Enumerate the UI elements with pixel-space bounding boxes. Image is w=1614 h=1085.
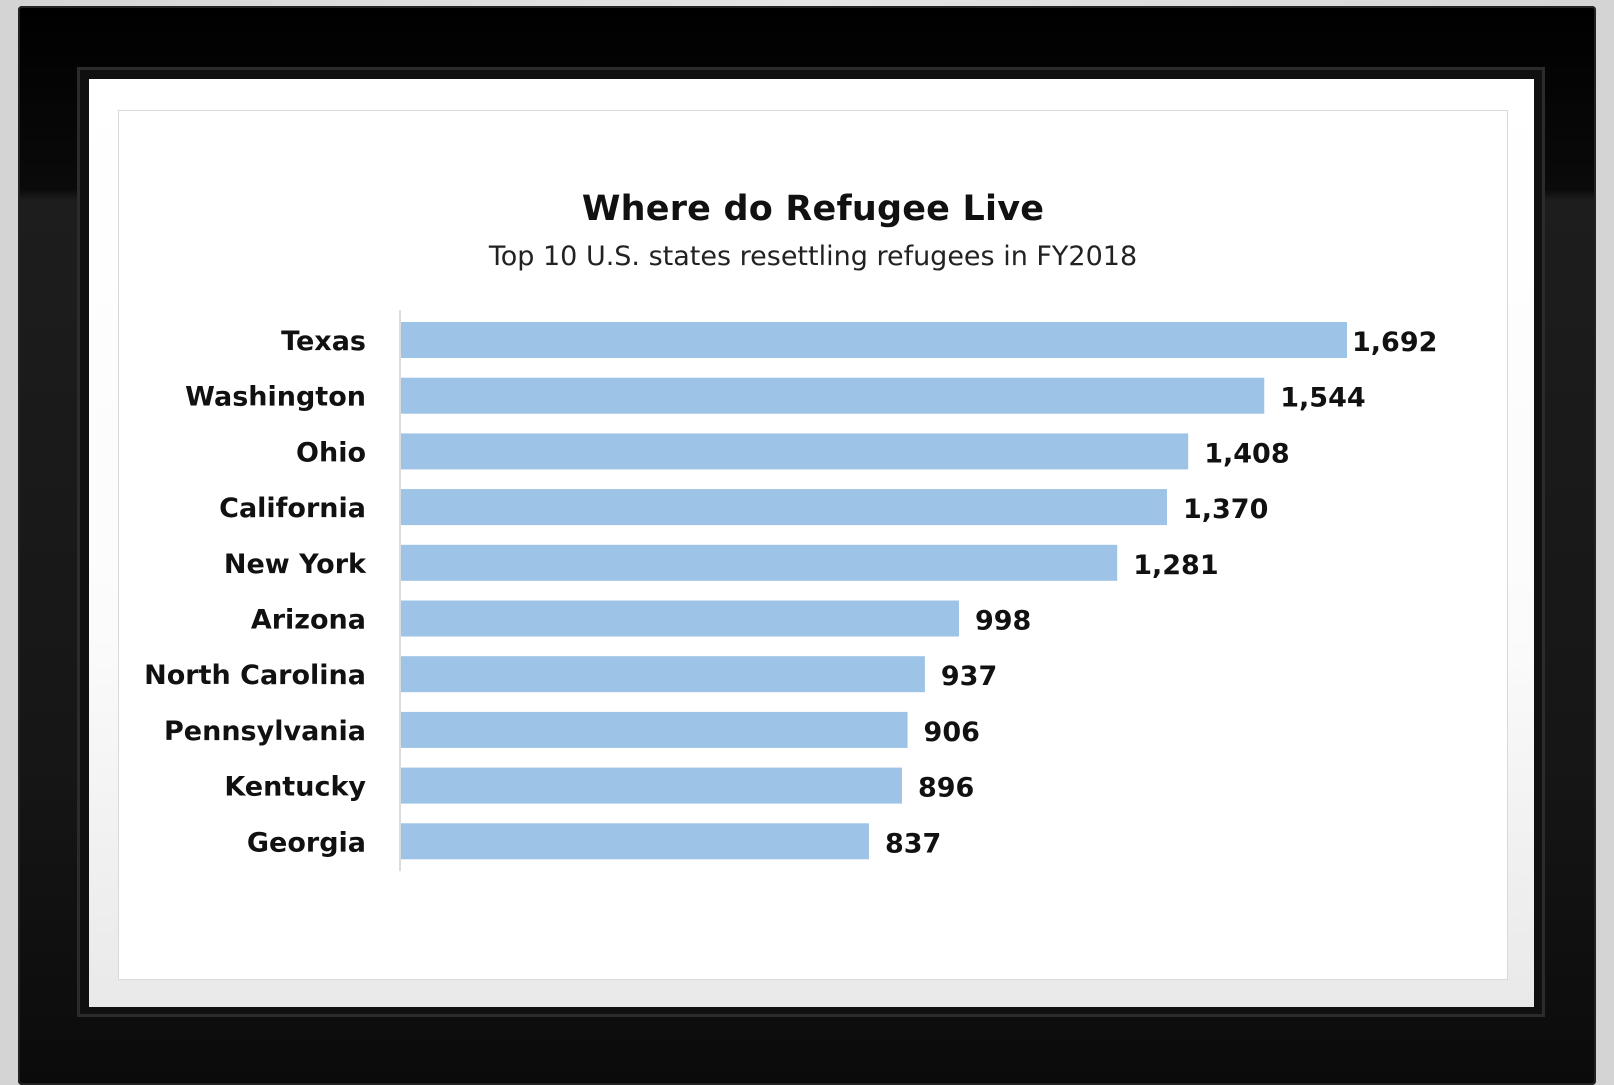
bar-new-york[interactable] — [401, 544, 1118, 581]
data-label: 1,408 — [1204, 438, 1289, 469]
data-label: 1,544 — [1280, 383, 1365, 414]
data-label: 906 — [924, 717, 980, 748]
category-label: Ohio — [296, 437, 366, 468]
bar-chart-plot: Texas 1,692 Washington 1,544 Ohio 1,408 Califo… — [144, 310, 1437, 872]
data-label: 896 — [918, 773, 974, 804]
chart-subtitle: Top 10 U.S. states resettling refugees i… — [488, 241, 1138, 272]
category-label: Texas — [281, 326, 366, 357]
category-label: Kentucky — [224, 772, 366, 803]
data-label: 1,281 — [1133, 550, 1218, 581]
chart-area[interactable]: Where do Refugee Live Top 10 U.S. states… — [118, 110, 1508, 980]
category-label: California — [219, 493, 366, 524]
data-label: 1,692 — [1352, 327, 1437, 358]
data-label: 1,370 — [1183, 494, 1268, 525]
bar-north-carolina[interactable] — [401, 656, 925, 693]
bar-texas[interactable] — [401, 322, 1347, 358]
chart-title: Where do Refugee Live — [581, 189, 1045, 229]
data-label: 998 — [975, 606, 1031, 637]
bar-ohio[interactable] — [401, 433, 1189, 470]
category-label: New York — [224, 549, 367, 580]
bar-arizona[interactable] — [401, 600, 959, 637]
bar-georgia[interactable] — [401, 823, 869, 860]
data-label: 937 — [941, 661, 997, 692]
category-label: Pennsylvania — [164, 716, 366, 747]
bar-pennsylvania[interactable] — [401, 711, 908, 748]
bar-kentucky[interactable] — [401, 767, 902, 804]
bar-california[interactable] — [401, 489, 1167, 526]
category-label: Washington — [185, 382, 366, 413]
data-label: 837 — [885, 828, 941, 859]
category-label: Arizona — [251, 605, 366, 636]
bar-washington[interactable] — [401, 377, 1265, 414]
category-label: Georgia — [247, 827, 366, 858]
category-label: North Carolina — [144, 660, 366, 691]
